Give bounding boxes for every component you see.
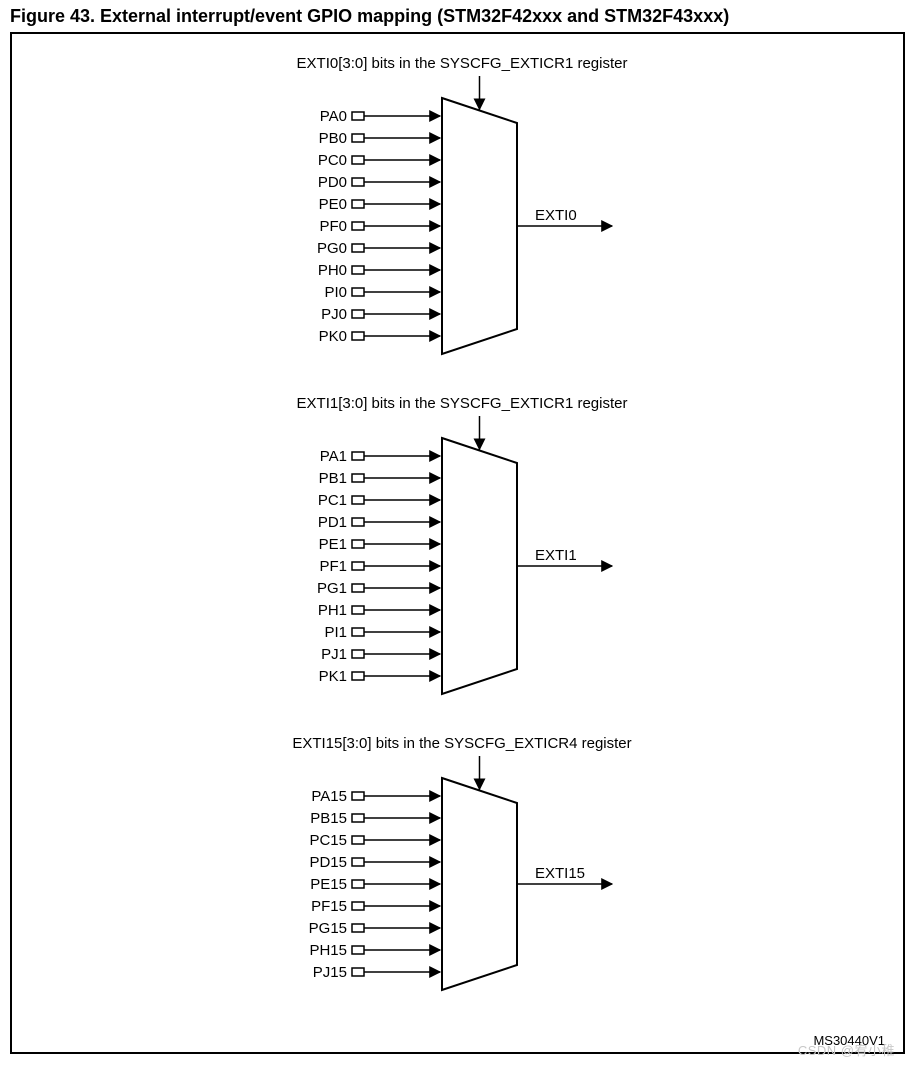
mux-block-exti15: EXTI15[3:0] bits in the SYSCFG_EXTICR4 r… [292, 735, 631, 990]
input-pad [352, 672, 364, 680]
input-label: PD1 [318, 514, 347, 531]
input-pad [352, 156, 364, 164]
output-label: EXTI1 [535, 547, 577, 564]
input-pad [352, 880, 364, 888]
input-label: PD0 [318, 174, 347, 191]
input-pad [352, 266, 364, 274]
input-label: PG15 [309, 920, 347, 937]
input-label: PD15 [309, 854, 347, 871]
output-label: EXTI0 [535, 207, 577, 224]
input-label: PA0 [320, 108, 347, 125]
input-pad [352, 902, 364, 910]
input-label: PG1 [317, 580, 347, 597]
input-label: PC0 [318, 152, 347, 169]
input-label: PK1 [319, 668, 347, 685]
input-label: PC1 [318, 492, 347, 509]
watermark-text: CSDN @宥小稚 [798, 1040, 895, 1059]
input-label: PB1 [319, 470, 347, 487]
mux-shape [442, 98, 517, 354]
input-pad [352, 968, 364, 976]
mux-shape [442, 778, 517, 990]
input-label: PI0 [324, 284, 347, 301]
output-label: EXTI15 [535, 865, 585, 882]
input-label: PJ1 [321, 646, 347, 663]
input-label: PA1 [320, 448, 347, 465]
mux-shape [442, 438, 517, 694]
input-pad [352, 288, 364, 296]
mux-caption: EXTI15[3:0] bits in the SYSCFG_EXTICR4 r… [292, 735, 631, 752]
input-label: PI1 [324, 624, 347, 641]
input-label: PC15 [309, 832, 347, 849]
input-label: PE0 [319, 196, 347, 213]
figure-frame: EXTI0[3:0] bits in the SYSCFG_EXTICR1 re… [10, 32, 905, 1054]
mux-block-exti0: EXTI0[3:0] bits in the SYSCFG_EXTICR1 re… [297, 55, 628, 354]
input-pad [352, 332, 364, 340]
input-pad [352, 474, 364, 482]
input-pad [352, 584, 364, 592]
input-label: PH15 [309, 942, 347, 959]
input-label: PA15 [311, 788, 347, 805]
input-label: PF1 [319, 558, 347, 575]
mux-caption: EXTI0[3:0] bits in the SYSCFG_EXTICR1 re… [297, 55, 628, 72]
input-pad [352, 924, 364, 932]
input-label: PG0 [317, 240, 347, 257]
input-pad [352, 628, 364, 636]
mux-block-exti1: EXTI1[3:0] bits in the SYSCFG_EXTICR1 re… [297, 395, 628, 694]
input-pad [352, 310, 364, 318]
input-pad [352, 244, 364, 252]
input-label: PK0 [319, 328, 347, 345]
input-label: PE1 [319, 536, 347, 553]
input-label: PH0 [318, 262, 347, 279]
input-pad [352, 562, 364, 570]
figure-title: Figure 43. External interrupt/event GPIO… [10, 6, 729, 27]
input-pad [352, 518, 364, 526]
input-pad [352, 946, 364, 954]
input-pad [352, 496, 364, 504]
input-label: PB0 [319, 130, 347, 147]
input-label: PJ15 [313, 964, 347, 981]
input-label: PB15 [310, 810, 347, 827]
input-pad [352, 112, 364, 120]
input-pad [352, 858, 364, 866]
page: Figure 43. External interrupt/event GPIO… [0, 0, 915, 1065]
input-pad [352, 134, 364, 142]
input-pad [352, 650, 364, 658]
input-pad [352, 606, 364, 614]
input-pad [352, 178, 364, 186]
input-label: PH1 [318, 602, 347, 619]
input-pad [352, 452, 364, 460]
mux-caption: EXTI1[3:0] bits in the SYSCFG_EXTICR1 re… [297, 395, 628, 412]
input-label: PF15 [311, 898, 347, 915]
input-pad [352, 814, 364, 822]
input-pad [352, 222, 364, 230]
input-pad [352, 200, 364, 208]
input-pad [352, 792, 364, 800]
input-pad [352, 836, 364, 844]
input-label: PE15 [310, 876, 347, 893]
input-label: PJ0 [321, 306, 347, 323]
input-label: PF0 [319, 218, 347, 235]
gpio-mapping-diagram: EXTI0[3:0] bits in the SYSCFG_EXTICR1 re… [12, 34, 903, 1052]
input-pad [352, 540, 364, 548]
